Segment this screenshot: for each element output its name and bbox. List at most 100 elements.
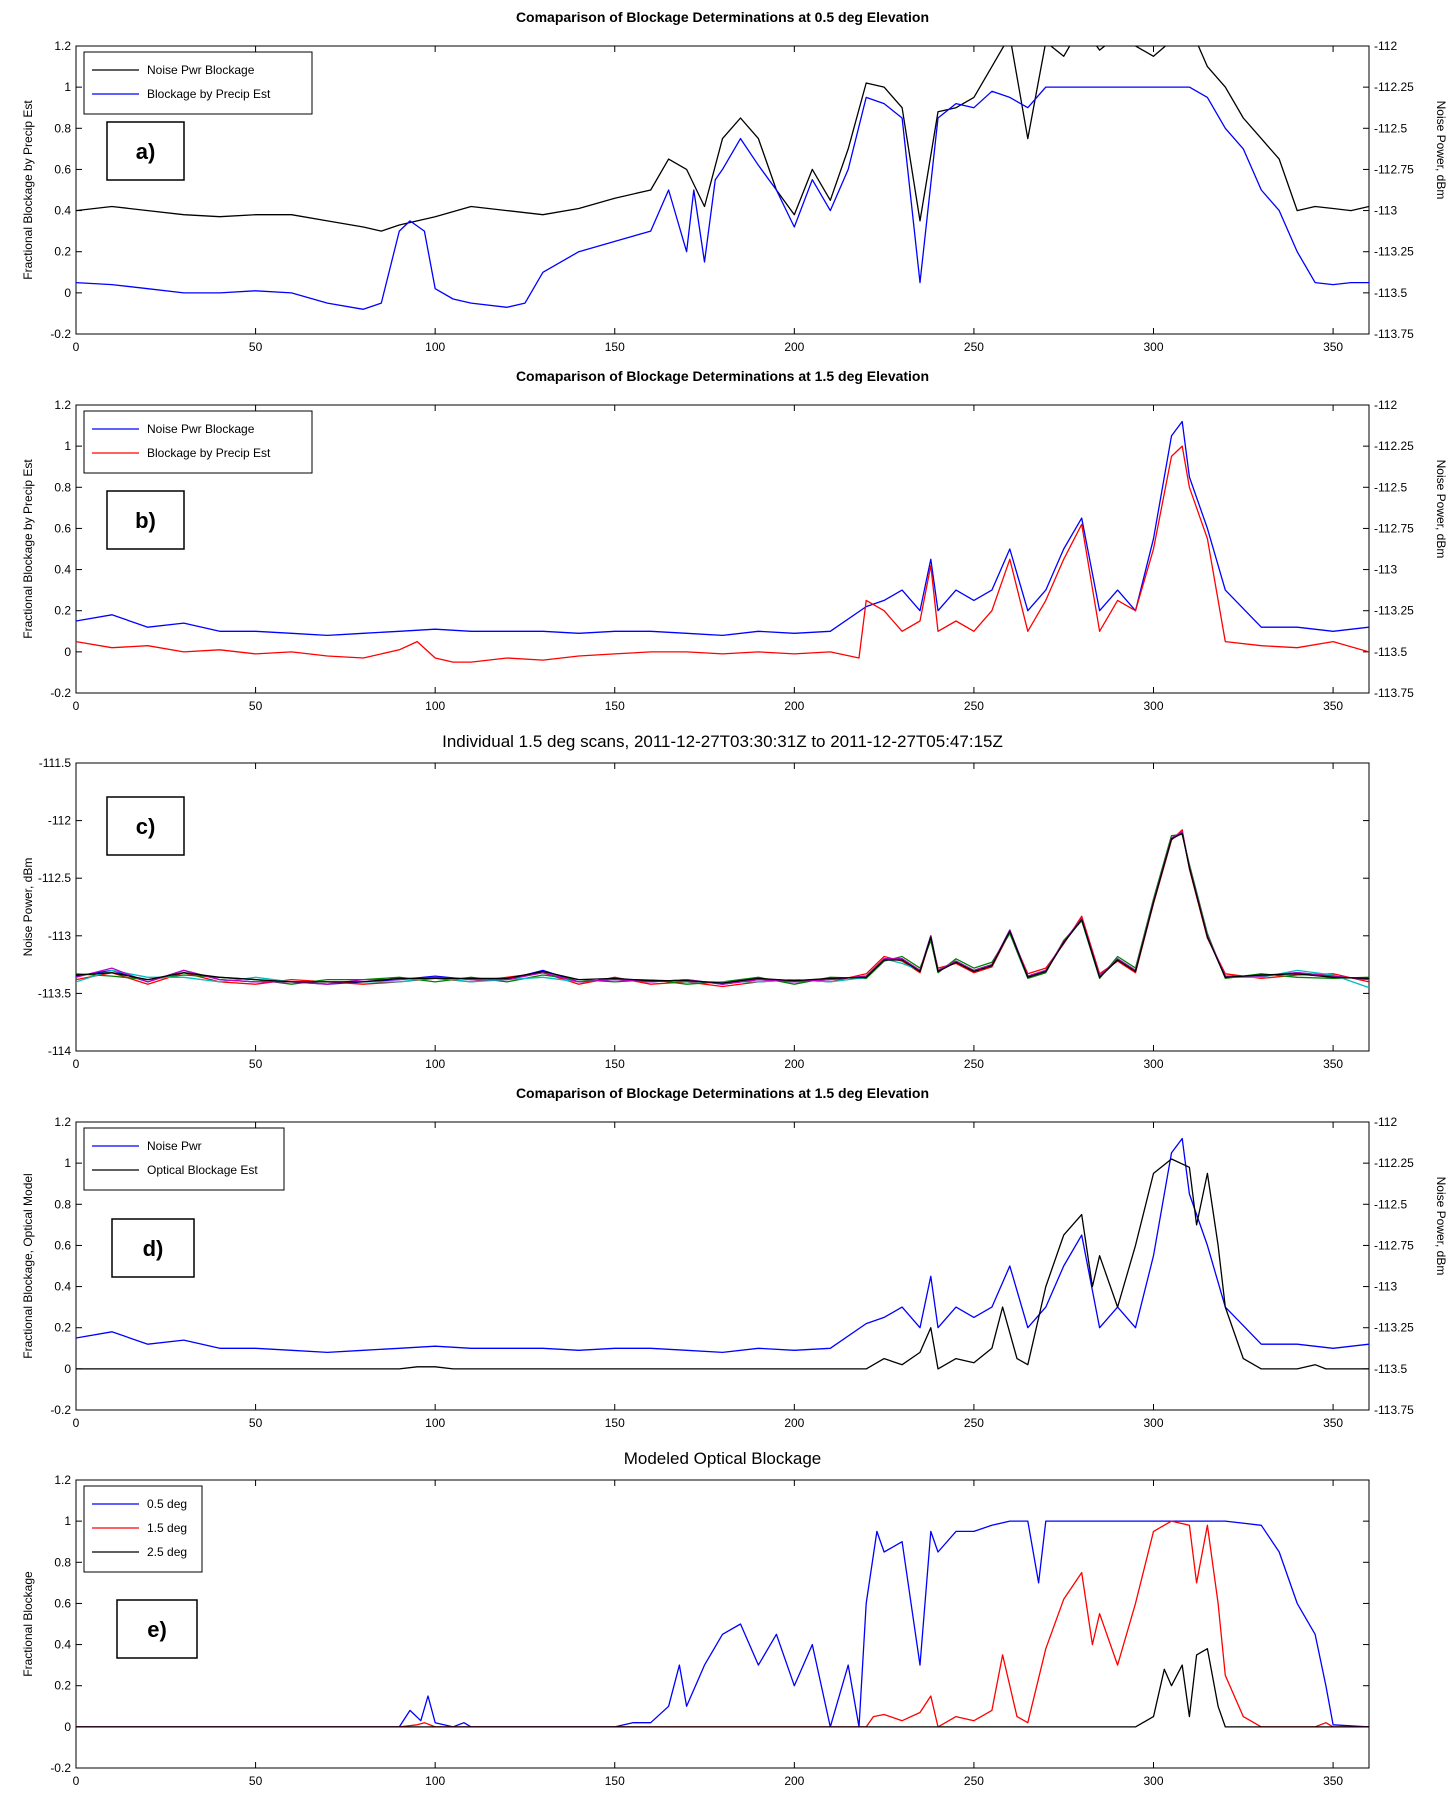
x-tick-label: 250 [964,340,984,354]
y-tick-label: 0 [64,1362,71,1376]
panel-label-box [106,121,185,181]
y-tick-label: -0.2 [50,1761,71,1775]
y-right-tick-label: -113.25 [1374,604,1414,618]
y-tick-label: -0.2 [50,686,71,700]
y-tick-label: 0.2 [54,1679,71,1693]
x-tick-label: 200 [784,1416,804,1430]
x-tick-label: 50 [249,340,263,354]
x-tick-label: 150 [605,1057,625,1071]
series-group [76,1520,1369,1728]
x-tick-label: 0 [73,1774,80,1788]
legend-label: Noise Pwr Blockage [147,422,255,436]
x-tick-label: 50 [249,1774,263,1788]
x-tick-label: 250 [964,1774,984,1788]
x-tick-label: 300 [1143,1774,1163,1788]
chart-panel-d: Comaparison of Blockage Determinations a… [21,1085,1448,1430]
x-tick-label: 350 [1323,1057,1343,1071]
x-tick-label: 350 [1323,699,1343,713]
y-tick-label: 1.2 [54,398,71,412]
y-right-tick-label: -113.75 [1374,686,1414,700]
x-tick-label: 300 [1143,1057,1163,1071]
legend-label: 2.5 deg [147,1545,187,1559]
x-tick-label: 250 [964,1057,984,1071]
x-tick-label: 150 [605,340,625,354]
plot-area [75,762,1370,1052]
y-right-tick-label: -113.5 [1374,645,1407,659]
y-tick-label: 0.8 [54,1555,71,1569]
series-line-2-5-deg [76,1648,1369,1728]
y-tick-label: 0.4 [54,563,71,577]
x-tick-label: 100 [425,1416,445,1430]
y-right-tick-label: -112 [1374,1115,1397,1129]
y-tick-label: 1 [64,1156,71,1170]
y-axis-right-label: Noise Power, dBm [1434,460,1448,559]
x-tick-label: 0 [73,699,80,713]
y-right-tick-label: -112.5 [1374,480,1407,494]
chart-panel-b: Comaparison of Blockage Determinations a… [21,368,1448,713]
chart-panel-a: Comaparison of Blockage Determinations a… [21,9,1448,354]
y-right-tick-label: -113.25 [1374,245,1414,259]
y-tick-label: 0.4 [54,204,71,218]
series-group [76,46,1369,310]
legend: Noise Pwr Blockage Blockage by Precip Est [83,410,313,474]
y-tick-label: 1.2 [54,39,71,53]
y-axis-label: Noise Power, dBm [21,858,35,957]
y-right-tick-label: -112.75 [1374,1238,1414,1252]
y-right-tick-label: -112.25 [1374,439,1414,453]
y-axis-right-label: Noise Power, dBm [1434,1177,1448,1276]
x-tick-label: 50 [249,1057,263,1071]
y-tick-label: 0 [64,645,71,659]
chart-title: Comaparison of Blockage Determinations a… [516,9,929,25]
x-tick-label: 100 [425,699,445,713]
y-right-tick-label: -112.75 [1374,521,1414,535]
x-tick-label: 200 [784,1057,804,1071]
legend: 0.5 deg 1.5 deg 2.5 deg [83,1485,203,1573]
series-line-optical-blockage-est [76,1158,1369,1370]
y-right-tick-label: -113 [1374,1280,1397,1294]
series-line-noise-pwr [76,1137,1369,1354]
y-right-tick-label: -113.75 [1374,327,1414,341]
y-tick-label: 1 [64,1514,71,1528]
panel-label: a) [136,139,156,164]
y-tick-label: 0.6 [54,1596,71,1610]
x-tick-label: 150 [605,1416,625,1430]
series-line-noise-pwr-blockage [76,420,1369,637]
y-tick-label: -112 [48,814,71,828]
chart-title: Modeled Optical Blockage [624,1449,822,1468]
y-tick-label: 0.6 [54,162,71,176]
x-tick-label: 350 [1323,340,1343,354]
panel-label-box [111,1218,195,1278]
chart-title: Comaparison of Blockage Determinations a… [516,368,929,384]
legend-label: 0.5 deg [147,1497,187,1511]
y-right-tick-label: -112.5 [1374,1197,1407,1211]
x-tick-label: 200 [784,699,804,713]
y-right-tick-label: -113.75 [1374,1403,1414,1417]
panel-label: d) [143,1236,164,1261]
series-group [76,420,1369,663]
x-tick-label: 350 [1323,1416,1343,1430]
y-tick-label: 0.4 [54,1280,71,1294]
x-tick-label: 0 [73,1416,80,1430]
y-tick-label: -111.5 [39,756,72,770]
legend-box [83,1485,203,1573]
legend-box [83,51,313,115]
y-axis-label: Fractional Blockage by Precip Est [21,459,35,639]
y-tick-label: 0.6 [54,521,71,535]
y-tick-label: 0.2 [54,245,71,259]
y-tick-label: -113 [48,929,71,943]
x-tick-label: 100 [425,1774,445,1788]
y-tick-label: 0.2 [54,604,71,618]
y-right-tick-label: -112.75 [1374,162,1414,176]
y-axis-label: Fractional Blockage by Precip Est [21,100,35,280]
x-tick-label: 50 [249,1416,263,1430]
y-tick-label: 0.8 [54,1197,71,1211]
y-tick-label: 1.2 [54,1473,71,1487]
x-tick-label: 350 [1323,1774,1343,1788]
legend-label: Noise Pwr Blockage [147,63,255,77]
y-right-tick-label: -112.25 [1374,1156,1414,1170]
y-tick-label: 0.8 [54,121,71,135]
series-line-blockage-by-precip-est [76,86,1369,310]
y-right-tick-label: -112.25 [1374,80,1414,94]
series-line-noise-pwr-blockage [76,46,1369,232]
